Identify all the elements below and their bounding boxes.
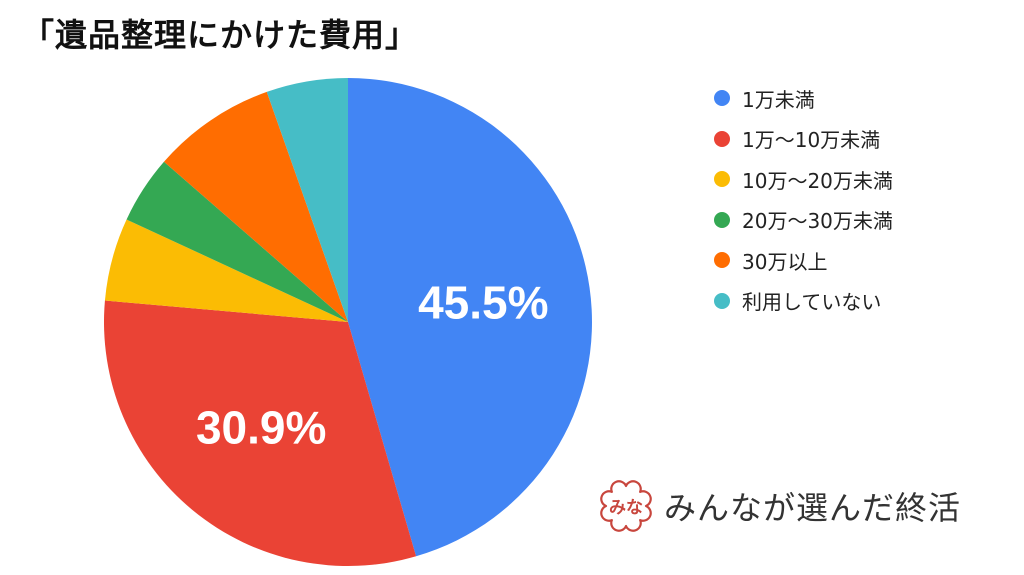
legend-item: 30万以上 [714,240,893,281]
pie-slice [126,161,348,322]
pie-data-label: 30.9% [196,402,326,454]
pie-slice [103,300,417,566]
legend-swatch [714,252,730,269]
legend-item: 20万〜30万未満 [714,200,893,241]
legend-item: 10万〜20万未満 [714,159,893,200]
pie-data-label: 45.5% [418,277,548,329]
pie-slice [163,91,348,322]
logo-text: みな [609,498,643,518]
legend-swatch [714,211,730,228]
legend-label: 1万〜10万未満 [742,128,881,153]
legend-swatch [714,130,730,147]
pie-slice [104,219,348,322]
minna-logo-icon: みな [600,480,652,532]
pie-slices [103,78,592,566]
brand-watermark: みな みんなが選んだ終活 [598,478,961,534]
brand-name: みんなが選んだ終活 [664,489,962,527]
legend-label: 20万〜30万未満 [742,209,893,234]
chart-title: 「遺品整理にかけた費用」 [22,16,419,54]
legend-item: 1万未満 [714,78,893,119]
legend-label: 10万〜20万未満 [742,168,893,193]
legend-label: 30万以上 [742,249,828,274]
pie-data-labels: 45.5% 30.9% [196,277,549,454]
legend-item: 1万〜10万未満 [714,119,893,160]
legend-swatch [714,171,730,188]
legend-label: 1万未満 [742,87,815,112]
chart-legend: 1万未満 1万〜10万未満 10万〜20万未満 20万〜30万未満 30万以上利用してい… [714,78,893,321]
legend-item: 利用していない [714,281,893,322]
pie-slice [266,78,348,322]
legend-swatch [714,292,730,309]
legend-label: 利用していない [742,290,882,315]
pie-slice [348,78,592,557]
legend-swatch [714,90,730,107]
